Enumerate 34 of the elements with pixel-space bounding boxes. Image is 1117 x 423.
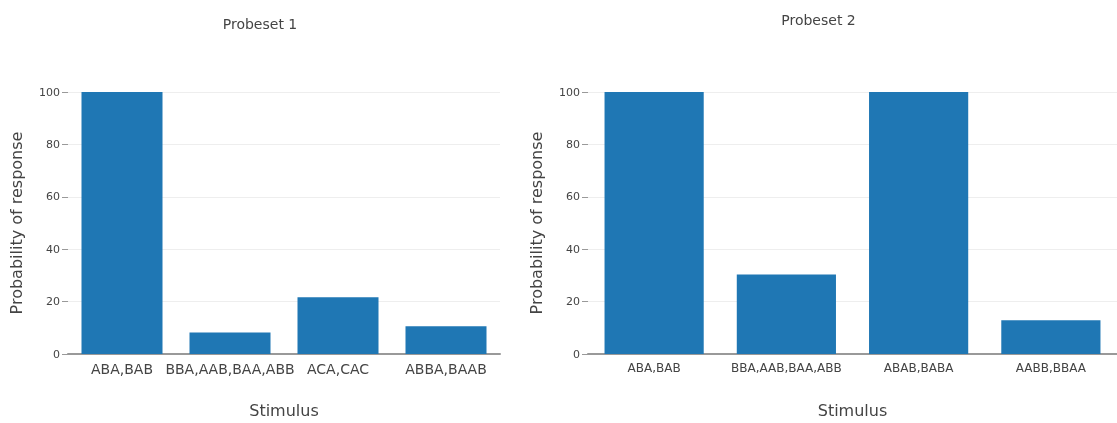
y-tick-label: 40	[46, 242, 60, 256]
x-tick-label: ABBA,BAAB	[405, 361, 487, 377]
y-tick-label: 0	[53, 347, 60, 361]
y-axis-title: Probability of response	[6, 131, 26, 315]
y-tick-label: 80	[566, 137, 580, 151]
bar	[1001, 320, 1101, 354]
x-tick-label: AABB,BBAA	[1015, 361, 1087, 375]
bar	[189, 332, 271, 354]
x-tick-label: ACA,CAC	[306, 361, 370, 377]
x-axis-title: Stimulus	[249, 400, 319, 420]
bar	[405, 326, 487, 354]
bar	[604, 92, 704, 354]
bar	[869, 92, 969, 354]
x-tick-label: ABA,BAB	[627, 361, 681, 375]
bar	[297, 297, 379, 354]
y-tick-label: 60	[566, 190, 580, 204]
chart-title: Probeset 1	[222, 16, 298, 32]
chart-title: Probeset 2	[781, 12, 856, 28]
bar	[81, 92, 163, 354]
x-tick-label: BBA,AAB,BAA,ABB	[730, 361, 842, 375]
x-tick-label: ABA,BAB	[91, 361, 153, 377]
x-tick-label: BBA,AAB,BAA,ABB	[165, 361, 295, 377]
y-tick-label: 60	[46, 190, 60, 204]
y-tick-label: 100	[39, 85, 60, 99]
y-tick-label: 100	[559, 85, 580, 99]
y-tick-label: 20	[46, 295, 60, 309]
y-tick-label: 40	[566, 242, 580, 256]
y-axis-title: Probability of response	[526, 131, 546, 315]
y-tick-label: 80	[46, 137, 60, 151]
y-tick-label: 0	[573, 347, 580, 361]
y-tick-label: 20	[566, 295, 580, 309]
bar	[736, 274, 836, 354]
x-axis-title: Stimulus	[817, 400, 888, 420]
x-tick-label: ABAB,BABA	[883, 361, 955, 375]
